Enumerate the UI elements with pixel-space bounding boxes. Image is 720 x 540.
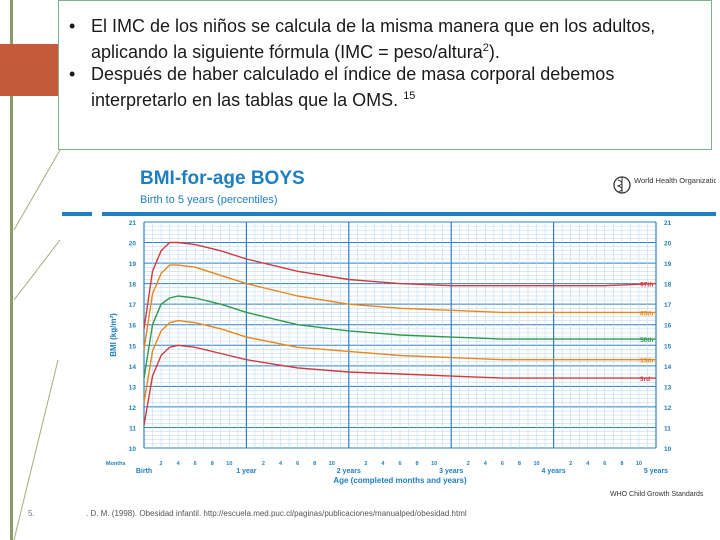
months-row-label: Months bbox=[106, 461, 126, 467]
y-tick-label-left: 11 bbox=[129, 425, 136, 432]
series-line-85th bbox=[143, 264, 656, 350]
y-tick-label-left: 19 bbox=[129, 261, 137, 268]
x-year-tick-label: 1 year bbox=[236, 468, 257, 475]
x-month-tick-label: 6 bbox=[398, 461, 401, 467]
y-tick-label-right: 10 bbox=[664, 446, 672, 453]
y-tick-label-left: 13 bbox=[129, 384, 137, 391]
series-line-97th bbox=[143, 241, 657, 329]
y-tick-label-right: 17 bbox=[664, 302, 672, 309]
x-month-tick-label: 8 bbox=[313, 461, 316, 467]
y-tick-label-right: 12 bbox=[664, 405, 672, 412]
x-month-tick-label: 10 bbox=[533, 461, 539, 467]
who-name: World Health Organization bbox=[634, 176, 716, 185]
bullet-1-end: ). bbox=[488, 42, 500, 62]
x-month-tick-label: 2 bbox=[262, 461, 265, 467]
y-tick-label-right: 11 bbox=[664, 425, 671, 432]
x-month-tick-label: 8 bbox=[211, 461, 214, 467]
y-tick-label-left: 17 bbox=[129, 302, 137, 309]
x-year-tick-label: 4 years bbox=[542, 468, 566, 475]
y-tick-label-left: 18 bbox=[129, 282, 137, 289]
x-year-tick-label: 3 years bbox=[439, 468, 463, 475]
x-month-tick-label: 4 bbox=[381, 461, 385, 467]
text-callout: El IMC de los niños se calcula de la mis… bbox=[58, 0, 712, 150]
series-label-85th: 85th bbox=[640, 310, 653, 317]
x-month-tick-label: 10 bbox=[636, 461, 642, 467]
x-month-tick-label: 6 bbox=[194, 461, 197, 467]
bullet-1-text: El IMC de los niños se calcula de la mis… bbox=[91, 16, 656, 62]
x-month-tick-label: 2 bbox=[467, 461, 470, 467]
title-rule bbox=[62, 212, 716, 216]
x-year-tick-label: Birth bbox=[136, 468, 152, 475]
x-month-tick-label: 6 bbox=[501, 461, 504, 467]
x-month-tick-label: 8 bbox=[518, 461, 521, 467]
y-tick-label-left: 10 bbox=[129, 446, 137, 453]
series-label-3rd: 3rd bbox=[640, 376, 650, 383]
x-month-tick-label: 8 bbox=[416, 461, 419, 467]
y-axis-band bbox=[92, 206, 102, 486]
left-accent-rule bbox=[10, 0, 13, 540]
who-logo bbox=[613, 176, 631, 194]
x-month-tick-label: 10 bbox=[431, 461, 437, 467]
x-month-tick-label: 10 bbox=[329, 461, 335, 467]
y-tick-label-left: 14 bbox=[129, 364, 137, 371]
bullet-2-text: Después de haber calculado el índice de … bbox=[91, 64, 615, 110]
x-month-tick-label: 10 bbox=[226, 461, 232, 467]
x-month-tick-label: 2 bbox=[569, 461, 572, 467]
series-label-97th: 97th bbox=[640, 282, 653, 289]
title-band bbox=[62, 160, 138, 196]
bullet-1: El IMC de los niños se calcula de la mis… bbox=[69, 15, 701, 63]
y-tick-label-left: 21 bbox=[129, 220, 137, 227]
y-tick-label-right: 20 bbox=[664, 241, 672, 248]
y-tick-label-right: 18 bbox=[664, 282, 672, 289]
series-label-15th: 15th bbox=[640, 358, 653, 365]
accent-tab bbox=[0, 44, 58, 96]
y-tick-label-right: 13 bbox=[664, 384, 672, 391]
y-tick-label-right: 19 bbox=[664, 261, 672, 268]
y-tick-label-right: 14 bbox=[664, 364, 672, 371]
x-year-tick-label: 5 years bbox=[644, 468, 668, 475]
bullet-2: Después de haber calculado el índice de … bbox=[69, 63, 701, 111]
chart-subtitle: Birth to 5 years (percentiles) bbox=[140, 194, 278, 206]
x-month-tick-label: 2 bbox=[364, 461, 367, 467]
x-month-tick-label: 6 bbox=[603, 461, 606, 467]
y-tick-label-left: 20 bbox=[129, 241, 137, 248]
y-tick-label-left: 12 bbox=[129, 405, 137, 412]
series-line-15th bbox=[143, 319, 656, 403]
x-axis-label: Age (completed months and years) bbox=[333, 476, 467, 485]
bullet-1-sup: 2 bbox=[482, 42, 489, 54]
series-label-50th: 50th bbox=[640, 337, 653, 344]
bmi-chart-image: BMI-for-age BOYS Birth to 5 years (perce… bbox=[62, 150, 716, 502]
x-month-tick-label: 4 bbox=[279, 461, 283, 467]
y-tick-label-left: 16 bbox=[129, 323, 137, 330]
series-line-3rd bbox=[143, 344, 656, 426]
y-tick-label-left: 15 bbox=[129, 343, 137, 350]
bullet-2-sup: 15 bbox=[403, 90, 416, 102]
x-month-tick-label: 6 bbox=[296, 461, 299, 467]
x-month-tick-label: 4 bbox=[586, 461, 590, 467]
y-tick-label-right: 15 bbox=[664, 343, 672, 350]
y-axis-label: BMI (kg/m²) bbox=[109, 313, 118, 357]
plot-area: 10 10 11 11 12 12 13 13 14 14 15 15 16 16 17 17 18 18 19 19… bbox=[92, 206, 672, 486]
x-month-tick-label: 4 bbox=[177, 461, 181, 467]
decorative-lines bbox=[13, 149, 61, 540]
page-number: 5. bbox=[28, 509, 35, 518]
x-month-tick-label: 4 bbox=[484, 461, 488, 467]
reference-citation: . D. M. (1998). Obesidad infantil. http:… bbox=[86, 509, 467, 518]
bmi-chart: BMI-for-age BOYS Birth to 5 years (perce… bbox=[62, 150, 716, 502]
x-month-tick-label: 8 bbox=[620, 461, 623, 467]
x-month-tick-label: 2 bbox=[160, 461, 163, 467]
y-tick-label-right: 21 bbox=[664, 220, 672, 227]
chart-source: WHO Child Growth Standards bbox=[610, 491, 704, 498]
chart-title: BMI-for-age BOYS bbox=[140, 168, 305, 189]
series-line-50th bbox=[143, 295, 656, 379]
y-tick-label-right: 16 bbox=[664, 323, 672, 330]
x-year-tick-label: 2 years bbox=[337, 468, 361, 475]
